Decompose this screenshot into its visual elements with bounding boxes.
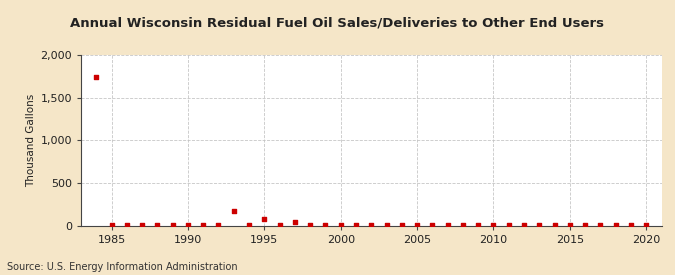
Point	[198, 223, 209, 227]
Point	[396, 223, 407, 227]
Text: Annual Wisconsin Residual Fuel Oil Sales/Deliveries to Other End Users: Annual Wisconsin Residual Fuel Oil Sales…	[70, 16, 605, 29]
Point	[458, 223, 468, 227]
Point	[106, 223, 117, 227]
Point	[122, 223, 132, 227]
Point	[335, 223, 346, 227]
Point	[274, 223, 285, 227]
Y-axis label: Thousand Gallons: Thousand Gallons	[26, 94, 36, 187]
Point	[244, 223, 254, 227]
Point	[488, 223, 499, 227]
Point	[442, 223, 453, 227]
Point	[504, 223, 514, 227]
Point	[626, 223, 637, 227]
Point	[549, 223, 560, 227]
Point	[304, 223, 315, 227]
Point	[412, 223, 423, 227]
Point	[472, 223, 483, 227]
Point	[518, 223, 529, 227]
Point	[366, 223, 377, 227]
Point	[259, 216, 270, 221]
Point	[91, 75, 102, 79]
Point	[290, 219, 300, 224]
Point	[381, 223, 392, 227]
Point	[167, 223, 178, 227]
Point	[182, 223, 193, 227]
Point	[152, 223, 163, 227]
Point	[350, 223, 361, 227]
Point	[137, 223, 148, 227]
Point	[427, 223, 438, 227]
Point	[213, 223, 224, 227]
Point	[641, 223, 651, 227]
Point	[610, 223, 621, 227]
Point	[564, 223, 575, 227]
Text: Source: U.S. Energy Information Administration: Source: U.S. Energy Information Administ…	[7, 262, 238, 272]
Point	[595, 223, 605, 227]
Point	[320, 223, 331, 227]
Point	[534, 223, 545, 227]
Point	[580, 223, 591, 227]
Point	[228, 209, 239, 213]
